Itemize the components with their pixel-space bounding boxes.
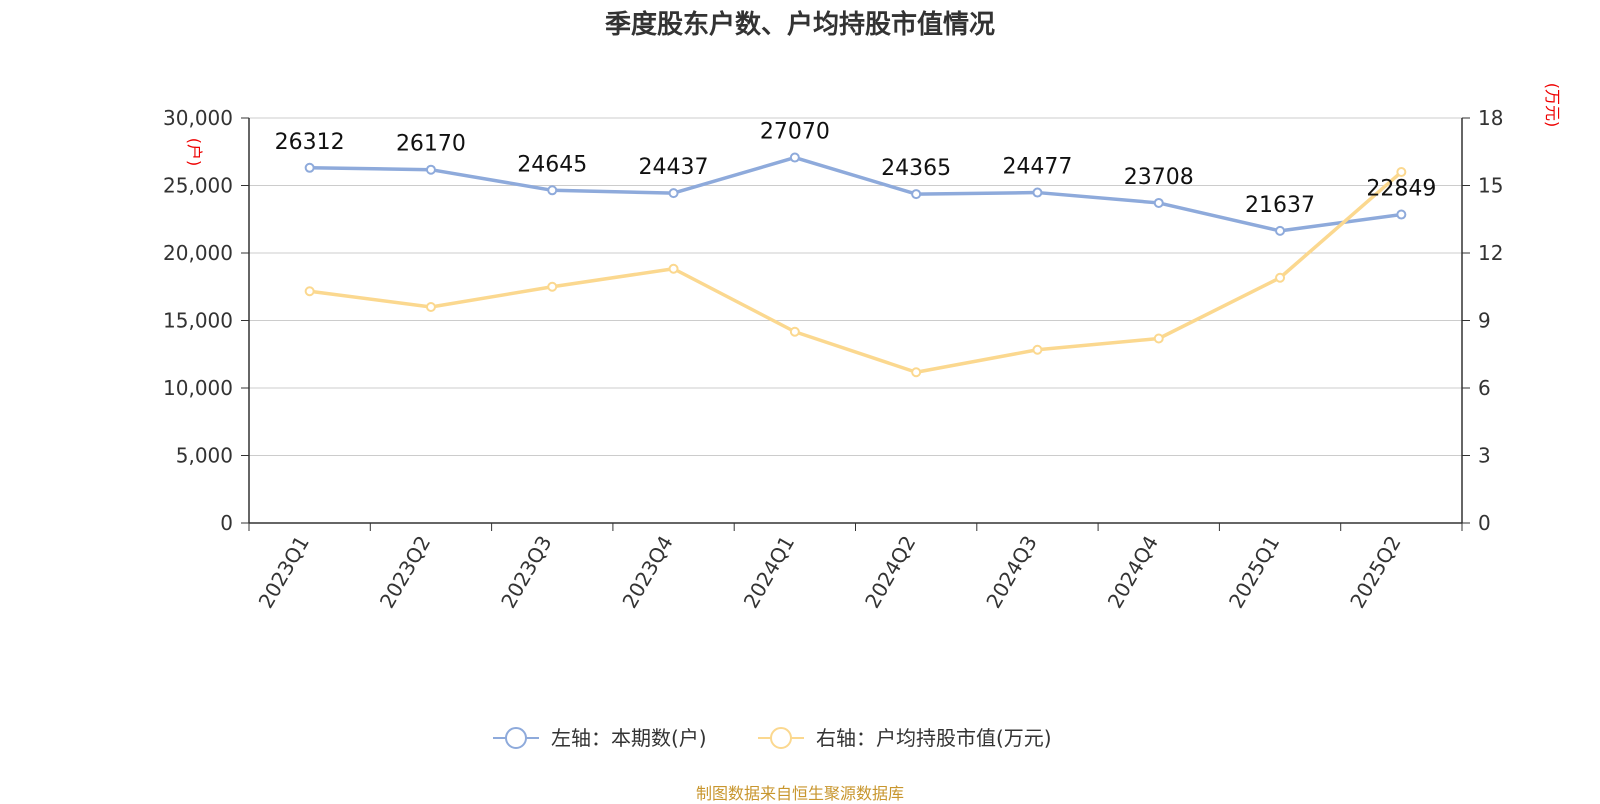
data-point-1 [304,286,315,297]
left-tick-label: 10,000 [163,376,233,400]
data-point-1 [668,263,679,274]
data-point-0 [789,152,800,163]
x-tick-label: 2023Q1 [254,532,314,613]
data-point-1 [911,367,922,378]
left-tick-label: 30,000 [163,106,233,130]
data-point-1 [1032,344,1043,355]
data-point-0 [1396,209,1407,220]
legend-label-0: 左轴：本期数(户) [551,726,707,750]
data-label: 24477 [1002,155,1072,180]
data-label: 27070 [760,120,830,145]
data-label: 22849 [1366,177,1436,202]
series-layer: 26312 26170 24645 24437 27070 24365 24477 23708… [275,120,1436,378]
data-point-0 [911,189,922,200]
series-line-0 [309,155,1402,233]
data-label: 26312 [275,130,345,155]
right-tick-label: 3 [1478,444,1491,468]
right-tick-label: 12 [1478,241,1503,265]
left-tick-label: 25,000 [163,174,233,198]
series-line-1 [309,170,1403,374]
left-tick-label: 15,000 [163,309,233,333]
data-point-1 [1153,333,1164,344]
left-axis-unit: (户) [185,138,204,167]
legend: 左轴：本期数(户) 右轴：户均持股市值(万元) [493,726,1052,750]
right-tick-label: 18 [1478,106,1503,130]
data-point-0 [1032,187,1043,198]
data-point-1 [1396,167,1407,177]
data-point-0 [304,162,315,173]
data-point-1 [1275,272,1286,283]
x-tick-label: 2025Q2 [1345,532,1405,613]
data-point-1 [547,281,558,292]
grid-lines [249,117,1462,456]
x-tick-label: 2024Q4 [1103,532,1163,613]
right-tick-label: 15 [1478,174,1503,198]
left-tick-label: 20,000 [163,241,233,265]
data-label: 21637 [1245,193,1315,218]
x-tick-label: 2023Q2 [375,532,435,613]
data-label: 24645 [517,152,587,177]
data-point-0 [1275,225,1286,236]
data-label: 26170 [396,132,466,157]
data-point-1 [425,302,436,312]
x-tick-label: 2023Q3 [496,532,556,613]
right-axis-unit: (万元) [1543,83,1562,128]
x-tick-label: 2024Q2 [860,532,920,613]
legend-marker-1 [770,727,792,749]
legend-marker-0 [505,727,527,749]
right-tick-label: 6 [1478,376,1491,400]
legend-label-1: 右轴：户均持股市值(万元) [816,726,1052,750]
data-point-1 [789,326,800,337]
data-point-0 [547,185,558,196]
data-label: 24437 [639,155,709,180]
right-tick-label: 9 [1478,309,1491,333]
left-tick-label: 5,000 [176,444,233,468]
x-tick-label: 2024Q3 [981,532,1041,613]
chart-title: 季度股东户数、户均持股市值情况 [604,10,995,40]
source-note: 制图数据来自恒生聚源数据库 [695,784,904,803]
x-tick-label: 2023Q4 [617,532,677,613]
data-label: 23708 [1124,165,1194,190]
left-tick-label: 0 [220,511,233,535]
data-label: 24365 [881,156,951,181]
x-tick-label: 2025Q1 [1224,532,1284,613]
data-point-0 [425,164,436,175]
right-tick-label: 0 [1478,511,1491,535]
data-point-0 [668,188,679,199]
x-tick-label: 2024Q1 [739,532,799,613]
axes: 0 5,000 10,000 15,000 20,000 25,000 30,000 0 3 6 9… [163,83,1562,612]
data-point-0 [1153,197,1164,208]
